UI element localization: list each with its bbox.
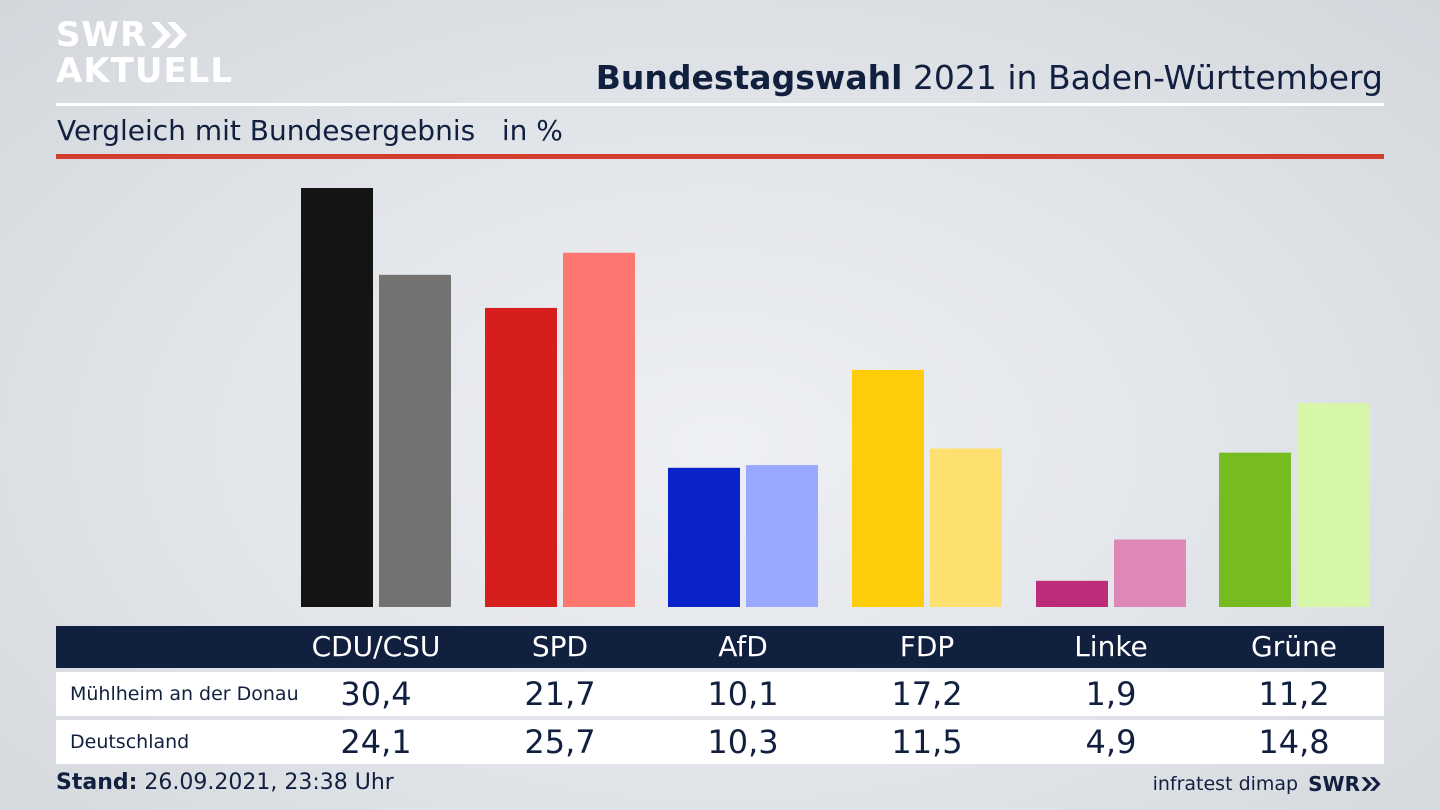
value-gr-ne-local: 11,2 xyxy=(1258,675,1330,713)
value-fdp-national: 11,5 xyxy=(891,723,963,761)
title-bold: Bundestagswahl xyxy=(595,58,903,97)
source-name: infratest dimap xyxy=(1152,773,1299,795)
bar-spd-national xyxy=(563,252,635,607)
category-label-gr-ne: Grüne xyxy=(1251,630,1337,663)
category-label-afd: AfD xyxy=(718,630,768,663)
double-chevron-icon xyxy=(1361,777,1381,791)
bar-spd-local xyxy=(485,307,557,607)
table-row: Deutschland 24,1 25,7 10,3 11,5 4,9 14,8 xyxy=(56,720,1384,764)
value-gr-ne-national: 14,8 xyxy=(1258,723,1330,761)
logo-aktuell-text: AKTUELL xyxy=(56,51,234,91)
table-header: CDU/CSU SPD AfD FDP Linke Grüne xyxy=(56,626,1384,668)
stand-label: Stand: xyxy=(56,770,138,795)
category-label-spd: SPD xyxy=(531,630,589,663)
chart-subtitle: Vergleich mit Bundesergebnis in % xyxy=(57,114,563,147)
value-spd-national: 25,7 xyxy=(524,723,596,761)
bar-afd-national xyxy=(746,465,818,607)
category-label-fdp: FDP xyxy=(899,630,955,663)
bar-linke-local xyxy=(1036,580,1108,607)
bar-chart xyxy=(301,188,1369,607)
category-label-cdu-csu: CDU/CSU xyxy=(311,630,441,663)
title-rest: 2021 in Baden-Württemberg xyxy=(902,58,1383,97)
bar-fdp-national xyxy=(930,448,1002,607)
value-cdu-csu-local: 30,4 xyxy=(340,675,412,713)
title-divider xyxy=(56,103,1384,106)
table-row: Mühlheim an der Donau 30,4 21,7 10,1 17,2 1,… xyxy=(56,672,1384,716)
swr-brand: SWR xyxy=(1308,772,1382,796)
timestamp: Stand: 26.09.2021, 23:38 Uhr xyxy=(56,770,394,795)
value-afd-national: 10,3 xyxy=(707,723,779,761)
value-linke-local: 1,9 xyxy=(1085,675,1137,713)
bar-linke-national xyxy=(1114,539,1186,607)
results-table: CDU/CSU SPD AfD FDP Linke Grüne Mühlheim an d… xyxy=(56,626,1384,764)
bar-gr-ne-local xyxy=(1219,452,1291,607)
bar-fdp-local xyxy=(852,369,924,607)
value-cdu-csu-national: 24,1 xyxy=(340,723,412,761)
logo-swr-text: SWR xyxy=(56,15,148,55)
accent-divider xyxy=(56,154,1384,159)
bar-cdu-csu-local xyxy=(301,188,373,607)
bar-gr-ne-national xyxy=(1297,403,1369,607)
value-afd-local: 10,1 xyxy=(707,675,779,713)
swr-brand-text: SWR xyxy=(1308,772,1360,796)
double-chevron-icon xyxy=(151,22,188,48)
category-label-linke: Linke xyxy=(1074,630,1148,663)
stand-value: 26.09.2021, 23:38 Uhr xyxy=(137,770,394,795)
page-title: Bundestagswahl 2021 in Baden-Württemberg xyxy=(596,58,1383,97)
row-label-local: Mühlheim an der Donau xyxy=(70,683,299,705)
source-credit: infratest dimap SWR xyxy=(1153,772,1382,796)
bar-cdu-csu-national xyxy=(379,274,451,607)
bar-afd-local xyxy=(668,467,740,607)
row-label-national: Deutschland xyxy=(70,731,190,753)
value-spd-local: 21,7 xyxy=(524,675,596,713)
value-fdp-local: 17,2 xyxy=(891,675,963,713)
value-linke-national: 4,9 xyxy=(1085,723,1137,761)
swr-aktuell-logo: SWR AKTUELL xyxy=(56,18,233,88)
